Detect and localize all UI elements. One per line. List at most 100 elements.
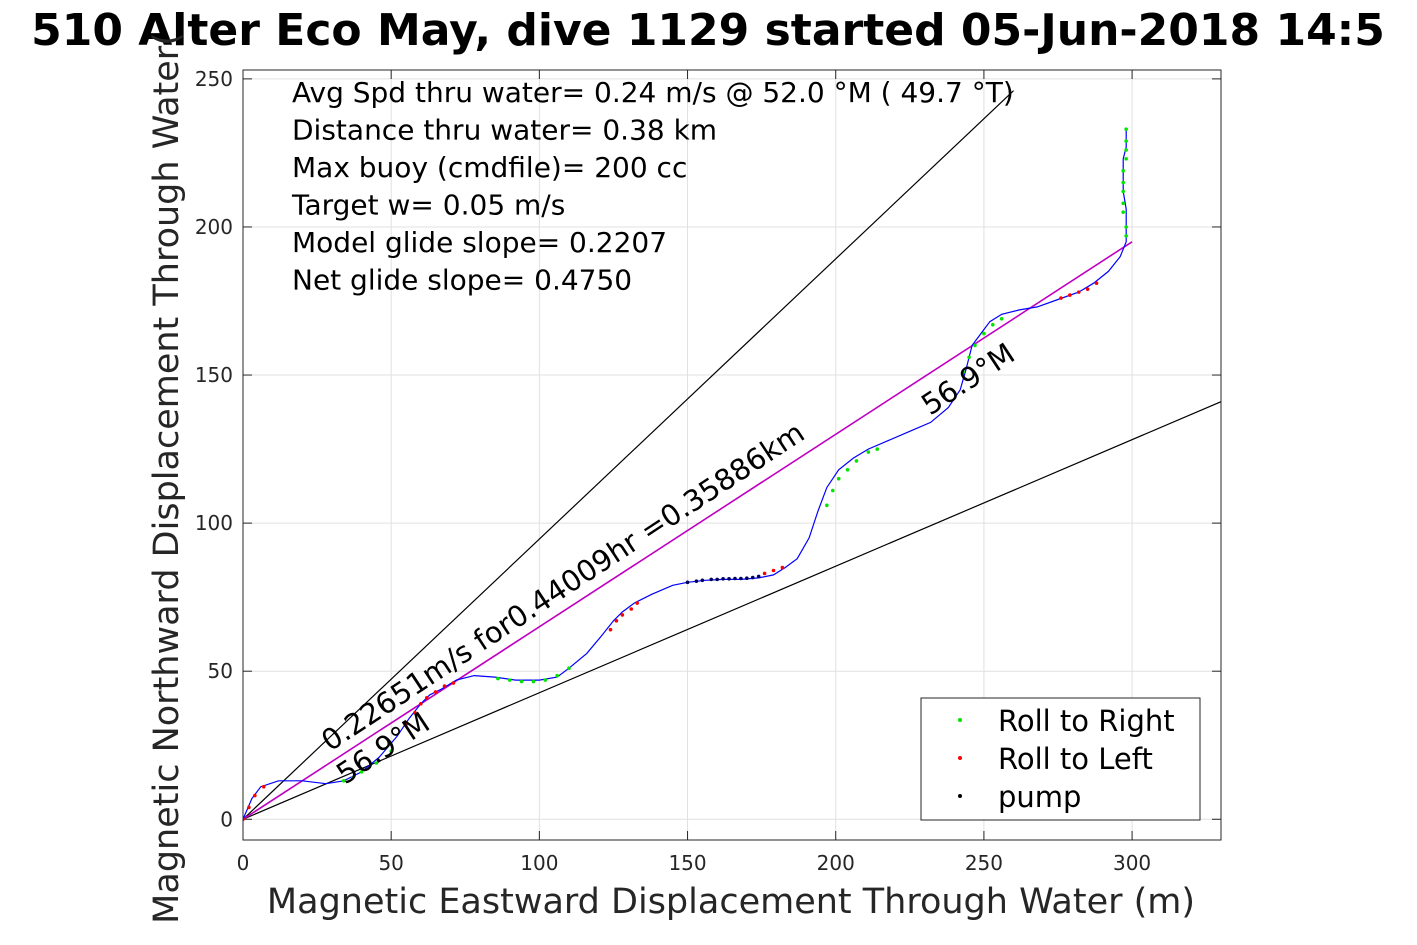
info-line: Net glide slope= 0.4750 <box>292 264 632 297</box>
roll-right-point <box>1124 234 1128 238</box>
roll-right-point <box>555 673 559 678</box>
roll-right-point <box>341 778 346 783</box>
y-tick-label: 100 <box>195 511 233 535</box>
x-tick-label: 200 <box>817 851 855 875</box>
roll-right-point <box>836 476 841 481</box>
x-tick-label: 100 <box>520 851 558 875</box>
info-box: Avg Spd thru water= 0.24 m/s @ 52.0 °M (… <box>291 76 1014 297</box>
pump-point <box>739 576 743 581</box>
pump-point <box>685 580 690 585</box>
net-track-line <box>243 241 1133 820</box>
roll-right-point <box>567 666 571 671</box>
roll-right-point <box>991 322 995 327</box>
series <box>243 127 1128 822</box>
legend-entry: pump <box>998 780 1081 814</box>
roll-right-point <box>531 679 536 684</box>
axis-ticks: 0 50 100 150 200 250 300 0 50 100 150 200 250 <box>195 67 1221 875</box>
x-tick-label: 300 <box>1113 851 1151 875</box>
roll-left-point <box>261 784 266 789</box>
roll-right-point <box>350 776 355 780</box>
roll-right-point <box>854 459 859 463</box>
info-line: Avg Spd thru water= 0.24 m/s @ 52.0 °M (… <box>292 76 1014 109</box>
pump-point <box>709 577 714 582</box>
x-tick-label: 0 <box>237 851 250 875</box>
y-tick-label: 250 <box>195 67 233 91</box>
legend-entry: Roll to Left <box>998 742 1153 776</box>
pump-point <box>750 575 755 580</box>
roll-right-point <box>359 770 364 774</box>
pump-point <box>715 577 719 582</box>
roll-left-point <box>424 696 429 700</box>
roll-right-point <box>961 370 965 374</box>
pump-point <box>727 576 731 581</box>
roll-left-point <box>433 690 438 694</box>
roll-right-point <box>1121 189 1125 194</box>
roll-left-point <box>253 793 257 798</box>
roll-right-point <box>507 678 512 682</box>
pump-point <box>721 576 725 581</box>
legend-marker <box>958 756 962 760</box>
roll-left-point <box>780 565 785 570</box>
x-tick-label: 50 <box>378 851 403 875</box>
chart-title: 510 Alter Eco May, dive 1129 started 05-… <box>31 5 1385 56</box>
info-line: Model glide slope= 0.2207 <box>292 226 667 259</box>
plot-frame <box>242 69 1222 841</box>
roll-left-point <box>620 613 625 617</box>
grid <box>242 70 1221 840</box>
reference-lines <box>243 90 1221 820</box>
pump-point <box>756 574 761 579</box>
roll-right-point <box>1124 127 1128 132</box>
roll-right-point <box>519 679 524 684</box>
roll-left-point <box>608 627 613 632</box>
roll-left-point <box>1085 287 1090 291</box>
roll-right-point <box>1121 201 1125 206</box>
info-line: Target w= 0.05 m/s <box>291 189 565 222</box>
roll-right-point <box>1121 210 1125 214</box>
roll-right-point <box>866 450 871 454</box>
roll-left-point <box>1059 296 1063 300</box>
x-axis-label: Magnetic Eastward Displacement Through W… <box>267 882 1195 922</box>
roll-right-point <box>875 447 880 451</box>
roll-left-point <box>451 681 456 685</box>
bounding-line <box>243 90 1014 820</box>
roll-left-point <box>247 805 251 810</box>
roll-right-point <box>374 761 379 765</box>
y-tick-label: 200 <box>195 215 233 239</box>
roll-right-point <box>1121 168 1125 173</box>
roll-right-point <box>967 355 971 360</box>
y-tick-label: 0 <box>220 807 233 831</box>
roll-left-point <box>442 684 447 688</box>
roll-right-point <box>830 488 835 493</box>
bounding-line <box>243 401 1221 820</box>
legend-entry: Roll to Right <box>998 704 1175 738</box>
roll-left-point <box>762 571 767 576</box>
legend-marker <box>958 718 962 722</box>
y-tick-label: 50 <box>208 659 233 683</box>
roll-right-point <box>1124 225 1128 229</box>
pump-point <box>694 579 699 583</box>
x-tick-label: 250 <box>965 851 1003 875</box>
info-line: Max buoy (cmdfile)= 200 cc <box>292 151 687 184</box>
roll-left-point <box>413 710 417 715</box>
roll-left-point <box>635 601 639 605</box>
y-tick-label: 150 <box>195 363 233 387</box>
roll-right-point <box>1121 180 1125 185</box>
roll-right-point <box>973 343 977 348</box>
roll-right-point <box>1124 157 1128 161</box>
roll-right-point <box>982 331 986 336</box>
roll-right-point <box>496 676 500 681</box>
roll-left-point <box>404 722 408 727</box>
roll-left-point <box>1094 281 1099 286</box>
pump-point <box>733 576 737 581</box>
roll-left-point <box>629 607 634 611</box>
y-axis-label: Magnetic Northward Displacement Through … <box>147 32 187 924</box>
roll-right-point <box>1124 139 1128 143</box>
roll-left-point <box>1068 293 1072 297</box>
pump-point <box>700 578 705 583</box>
roll-left-point <box>771 568 776 573</box>
legend-marker <box>958 794 962 798</box>
x-tick-label: 150 <box>668 851 706 875</box>
info-line: Distance thru water= 0.38 km <box>292 114 717 147</box>
track-line <box>243 129 1127 820</box>
